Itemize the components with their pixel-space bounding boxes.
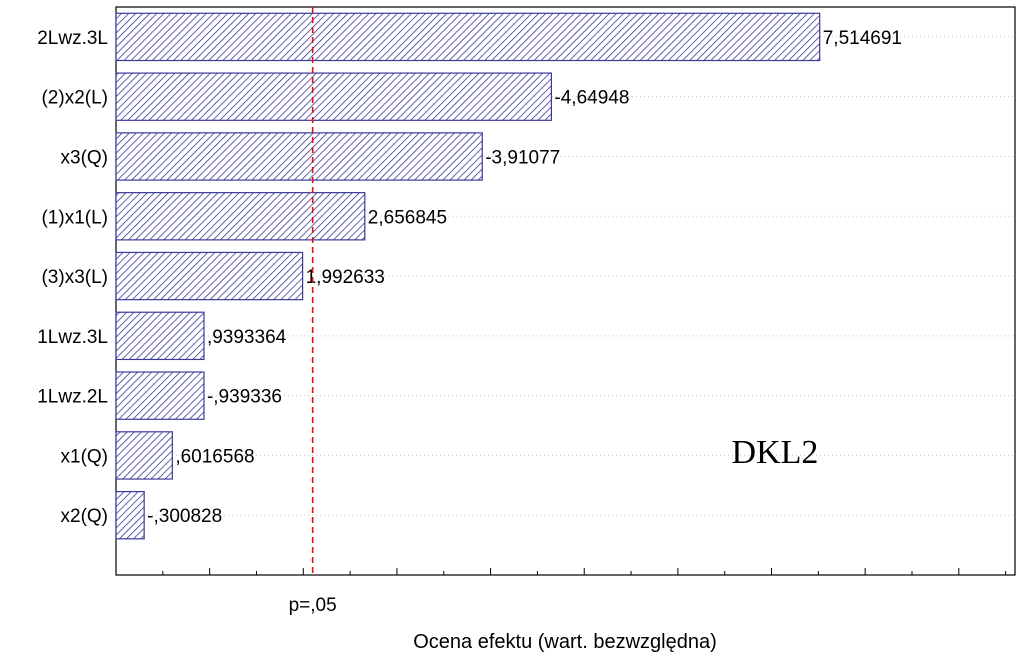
bar [115, 12, 821, 62]
value-label: 1,992633 [306, 267, 385, 288]
bar [115, 431, 173, 480]
value-label: ,9393364 [207, 327, 287, 348]
bar [115, 132, 483, 181]
category-label: (3)x3(L) [41, 267, 108, 288]
category-label: x1(Q) [61, 446, 109, 467]
category-label: 2Lwz.3L [37, 28, 108, 49]
category-label: 1Lwz.2L [37, 387, 108, 408]
value-label: 2,656845 [368, 207, 447, 228]
x-axis-label: Ocena efektu (wart. bezwzględna) [413, 631, 717, 653]
value-label: -4,64948 [554, 88, 629, 109]
x-axis-ticks [115, 568, 1007, 575]
chart-annotation: DKL2 [732, 434, 819, 471]
category-label: (1)x1(L) [41, 207, 108, 228]
bar [115, 72, 553, 121]
bar [115, 311, 205, 361]
value-label: -3,91077 [485, 147, 560, 168]
category-label: (2)x2(L) [41, 88, 108, 109]
category-label: 1Lwz.3L [37, 327, 108, 348]
significance-threshold-label: p=,05 [289, 595, 337, 616]
bar [115, 371, 205, 420]
value-label: 7,514691 [823, 28, 902, 49]
category-label: x3(Q) [61, 147, 109, 168]
bar [115, 490, 145, 540]
bar [115, 251, 304, 301]
value-label: -,300828 [147, 506, 222, 527]
bars: 2Lwz.3L 7,514691 (2)x2(L) -4,64948 x3(Q) -3,9… [37, 12, 902, 540]
value-label: ,6016568 [175, 446, 254, 467]
value-label: -,939336 [207, 387, 282, 408]
category-label: x2(Q) [61, 506, 109, 527]
bar [115, 192, 366, 241]
